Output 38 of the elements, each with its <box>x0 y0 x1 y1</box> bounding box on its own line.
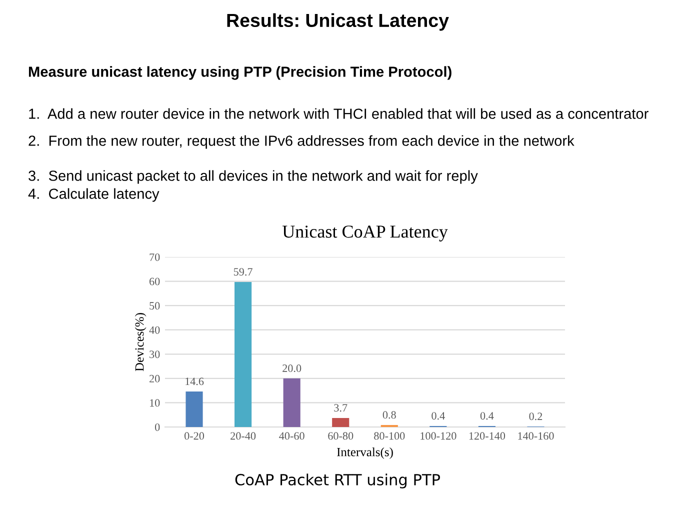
x-axis-title: Intervals(s) <box>336 447 393 459</box>
x-tick-label: 40-60 <box>279 432 304 440</box>
y-tick-label: 50 <box>150 302 160 310</box>
text: Measure unicast latency using PTP (Precision Time Protocol) <box>28 66 452 80</box>
x-tick-label: 80-100 <box>374 432 405 440</box>
data-label: 3.7 <box>334 404 348 412</box>
y-tick-label: 70 <box>150 253 160 261</box>
x-tick-label: 120-140 <box>469 432 506 440</box>
text: 4. Calculate latency <box>28 188 160 202</box>
text: 1. Add a new router device in the network with THCI enabled that will be used as a concentrator <box>29 108 648 119</box>
x-tick-label: 0-20 <box>184 432 204 440</box>
bar <box>332 418 350 427</box>
x-tick-label: 140-160 <box>518 432 554 440</box>
bar <box>186 392 203 427</box>
chart-title: Results: Unicast Latency <box>227 13 449 31</box>
data-label: 0.8 <box>382 411 396 419</box>
y-tick-label: 40 <box>149 326 160 334</box>
data-label: 0.4 <box>480 412 494 420</box>
text: 3. Send unicast packet to all devices in the network and wait for reply <box>28 170 478 184</box>
text: 2. From the new router, request the IPv6 addresses from each device in the network <box>28 135 574 149</box>
bar <box>234 282 252 427</box>
x-tick-label: 60-80 <box>328 432 354 440</box>
data-label: 0.4 <box>432 412 445 420</box>
y-tick-label: 20 <box>150 374 160 382</box>
y-tick-label: 60 <box>150 278 160 286</box>
y-tick-label: 30 <box>150 350 160 358</box>
chart-subtitle: Unicast CoAP Latency <box>282 226 448 242</box>
y-tick-label: 10 <box>150 399 160 407</box>
data-label: 59.7 <box>234 268 252 276</box>
text: CoAP Packet RTT using PTP <box>235 474 440 488</box>
x-tick-label: 100-120 <box>420 432 456 440</box>
data-label: 20.0 <box>282 364 302 372</box>
y-axis-title: Devices(%) <box>134 313 146 372</box>
bar <box>283 378 300 427</box>
data-label: 14.6 <box>186 378 204 386</box>
x-tick-label: 20-40 <box>230 432 256 440</box>
y-tick-label: 0 <box>155 423 160 431</box>
data-label: 0.2 <box>529 412 542 420</box>
